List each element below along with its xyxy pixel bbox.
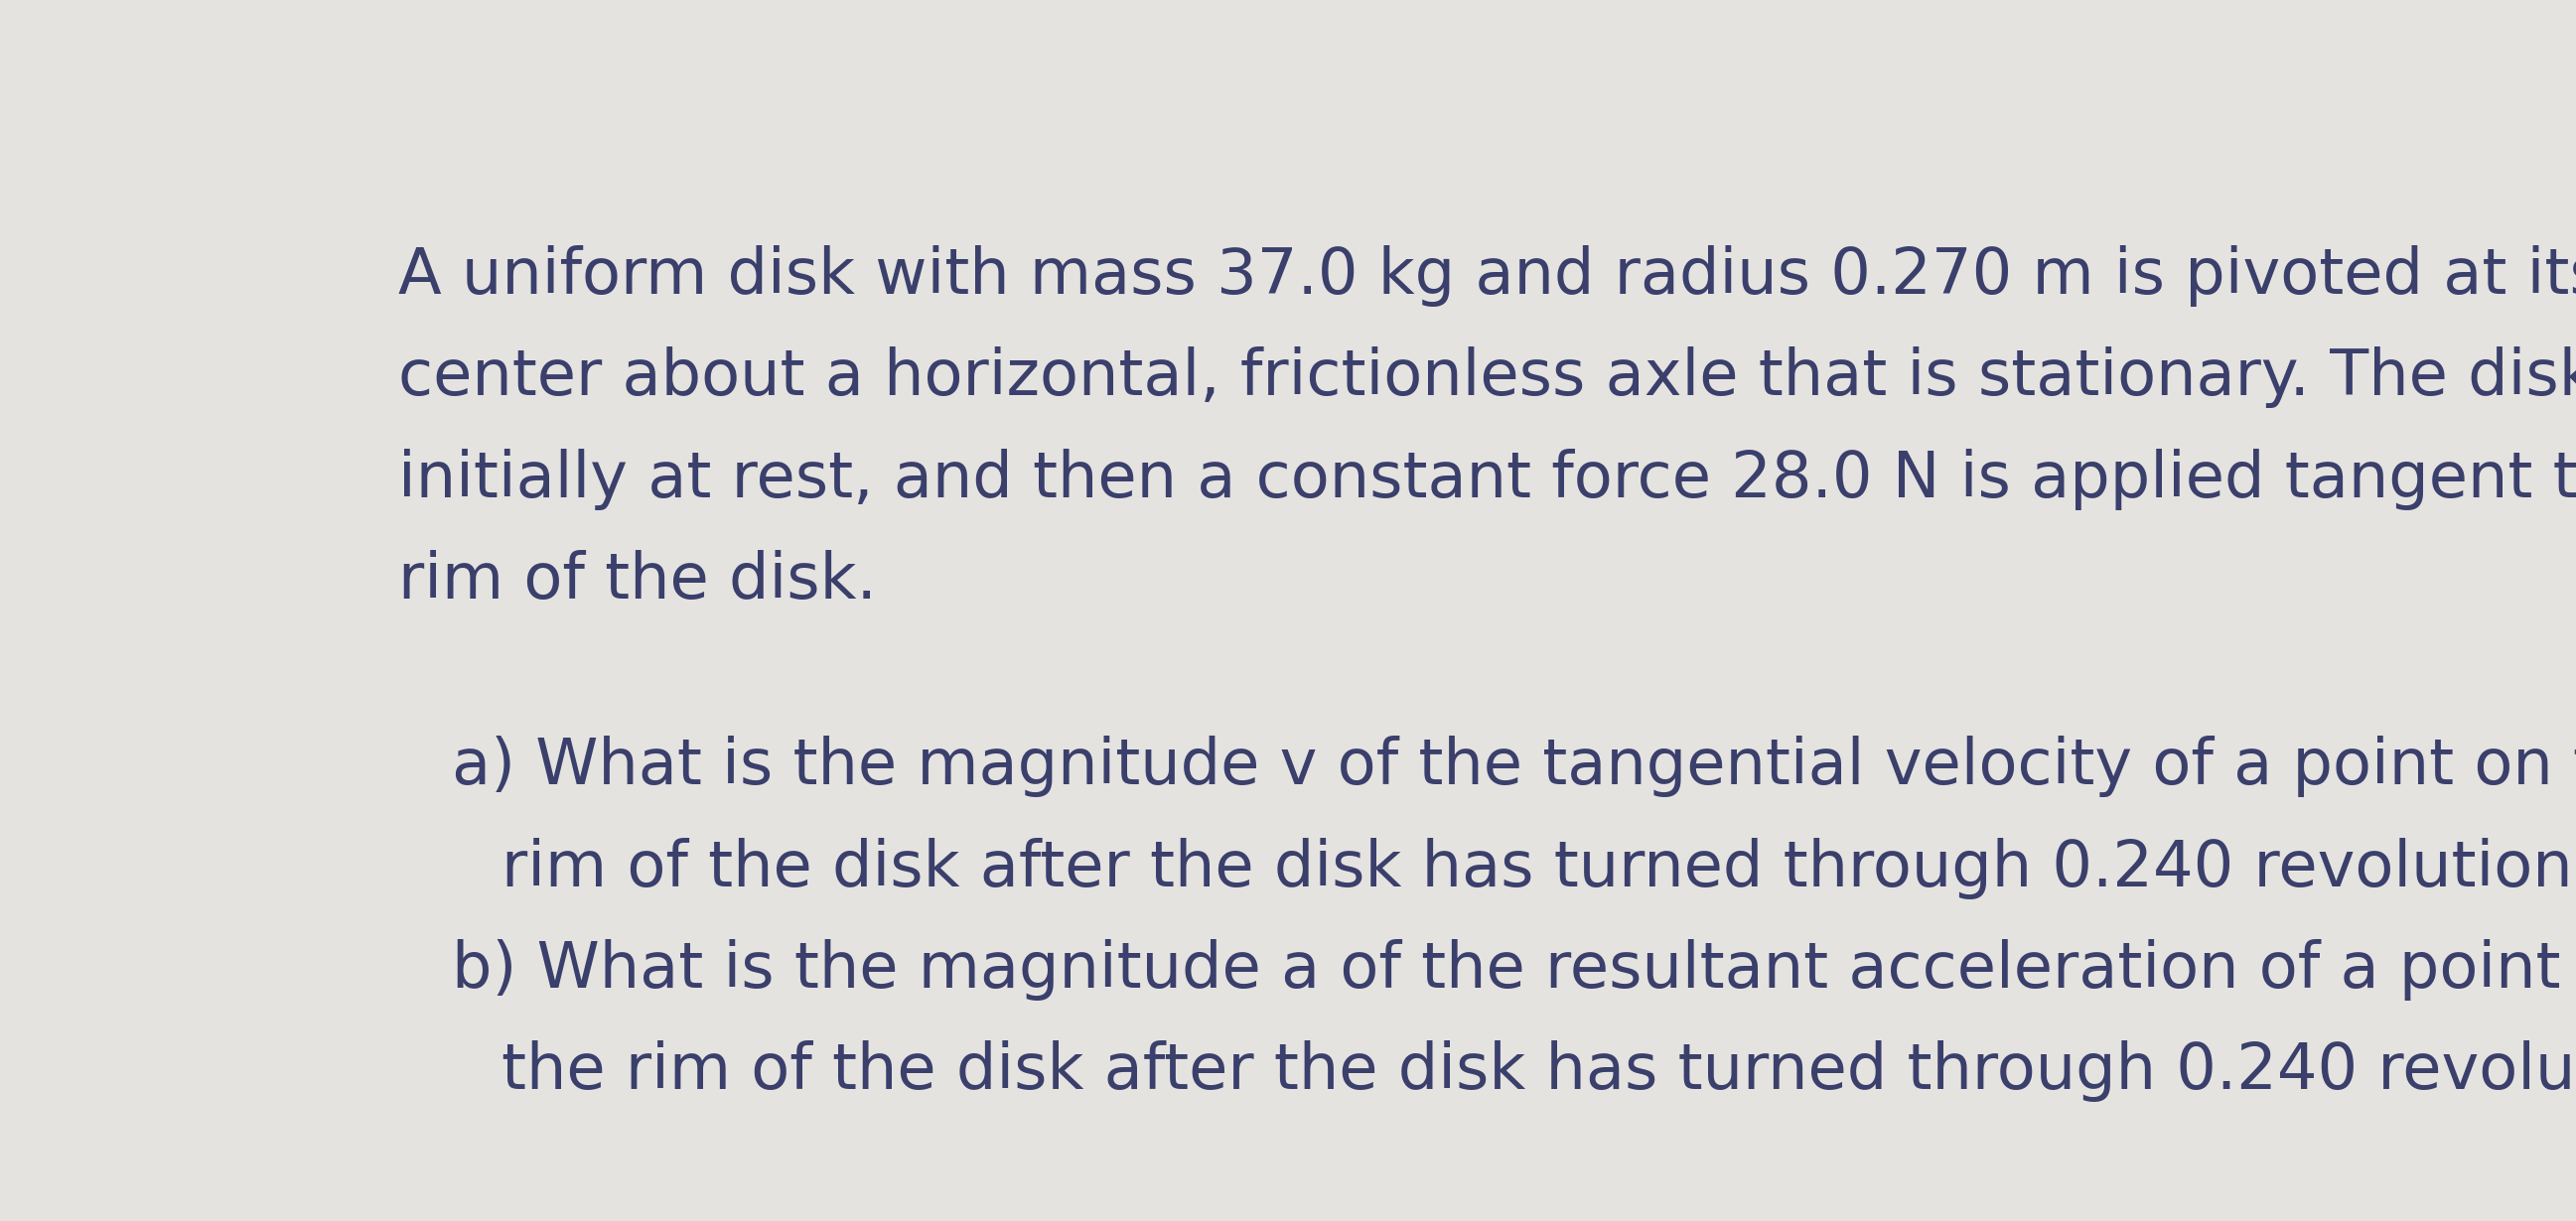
Text: b) What is the magnitude a of the resultant acceleration of a point on: b) What is the magnitude a of the result… — [451, 939, 2576, 1001]
Text: a) What is the magnitude v of the tangential velocity of a point on the: a) What is the magnitude v of the tangen… — [451, 736, 2576, 797]
Text: rim of the disk after the disk has turned through 0.240 revolution?: rim of the disk after the disk has turne… — [502, 838, 2576, 899]
Text: the rim of the disk after the disk has turned through 0.240 revolution?: the rim of the disk after the disk has t… — [502, 1040, 2576, 1103]
Text: A uniform disk with mass 37.0 kg and radius 0.270 m is pivoted at its: A uniform disk with mass 37.0 kg and rad… — [397, 245, 2576, 306]
Text: center about a horizontal, frictionless axle that is stationary. The disk is: center about a horizontal, frictionless … — [397, 347, 2576, 408]
Text: rim of the disk.: rim of the disk. — [397, 549, 876, 612]
Text: initially at rest, and then a constant force 28.0 N is applied tangent to the: initially at rest, and then a constant f… — [397, 448, 2576, 510]
